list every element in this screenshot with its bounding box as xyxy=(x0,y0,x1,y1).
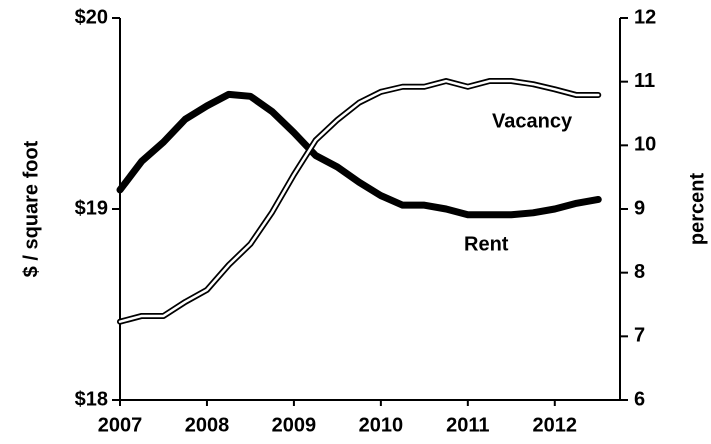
x-tick-label: 2009 xyxy=(272,414,317,436)
y2-tick-label: 10 xyxy=(634,134,656,156)
y2-tick-label: 12 xyxy=(634,6,656,28)
y2-tick-label: 8 xyxy=(634,261,645,283)
y2-tick-label: 9 xyxy=(634,197,645,219)
y-tick-label: $18 xyxy=(75,388,108,410)
line xyxy=(118,79,600,323)
y2-tick-label: 6 xyxy=(634,388,645,410)
x-tick-label: 2011 xyxy=(446,414,489,436)
line xyxy=(116,90,602,219)
y2-tick-label: 7 xyxy=(634,325,645,347)
y2-tick-label: 11 xyxy=(634,70,655,92)
annotation: Vacancy xyxy=(492,110,573,132)
y-tick-label: $20 xyxy=(75,6,108,28)
x-tick-label: 2010 xyxy=(359,414,404,436)
y-tick-label: $19 xyxy=(75,197,108,219)
x-tick-label: 2008 xyxy=(185,414,230,436)
annotation: Rent xyxy=(464,233,509,255)
x-tick-label: 2012 xyxy=(533,414,578,436)
y2-axis-label: percent xyxy=(686,173,708,246)
x-tick-label: 2007 xyxy=(98,414,143,436)
y-axis-label: $ / square foot xyxy=(20,140,42,277)
